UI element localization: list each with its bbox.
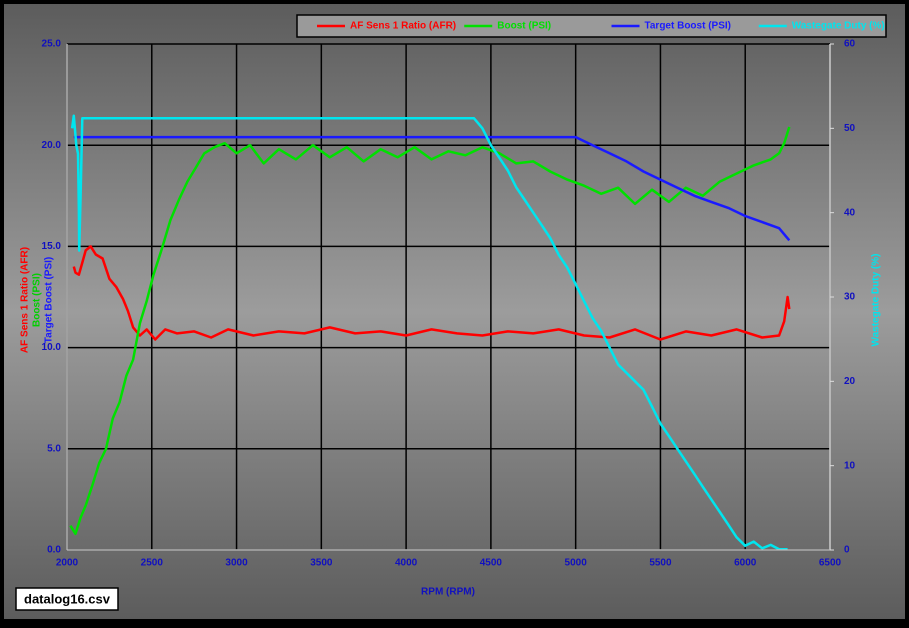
y-axis-title-line: AF Sens 1 Ratio (AFR) xyxy=(20,247,31,353)
x-axis-title: RPM (RPM) xyxy=(421,587,475,598)
y2-tick-label: 0 xyxy=(844,545,850,556)
y-axis-title-line: Target Boost (PSI) xyxy=(44,257,55,343)
x-tick-label: 3500 xyxy=(310,558,333,569)
y-axis-title-line: Boost (PSI) xyxy=(32,273,43,327)
file-label-box xyxy=(15,587,119,611)
series-line xyxy=(72,245,791,341)
x-tick-label: 6500 xyxy=(819,558,842,569)
y-tick-label: 20.0 xyxy=(42,140,62,151)
y2-tick-label: 30 xyxy=(844,292,856,303)
series-line xyxy=(73,135,791,242)
legend-label: Boost (PSI) xyxy=(497,21,551,32)
y2-tick-label: 60 xyxy=(844,39,856,50)
x-tick-label: 4500 xyxy=(480,558,503,569)
x-tick-label: 3000 xyxy=(225,558,248,569)
y-tick-label: 5.0 xyxy=(47,443,61,454)
x-tick-label: 2500 xyxy=(141,558,164,569)
y-tick-label: 25.0 xyxy=(42,39,62,50)
legend-label: Wastegate Duty (%) xyxy=(792,21,885,32)
y2-tick-label: 40 xyxy=(844,207,856,218)
y2-axis-title: Wastegate Duty (%) xyxy=(871,254,882,347)
x-tick-label: 5000 xyxy=(565,558,588,569)
legend-label: Target Boost (PSI) xyxy=(645,21,731,32)
y-tick-label: 15.0 xyxy=(42,241,62,252)
y-axis-title: AF Sens 1 Ratio (AFR) Boost (PSI) Target… xyxy=(20,247,55,353)
y2-tick-label: 20 xyxy=(844,376,856,387)
legend: AF Sens 1 Ratio (AFR) Boost (PSI) Target B… xyxy=(317,21,885,32)
y2-tick-label: 50 xyxy=(844,123,856,134)
x-tick-label: 2000 xyxy=(56,558,79,569)
y-tick-label: 10.0 xyxy=(42,342,62,353)
series-line xyxy=(70,114,788,551)
lines xyxy=(69,114,791,551)
x-tick-label: 6000 xyxy=(734,558,757,569)
legend-label: AF Sens 1 Ratio (AFR) xyxy=(350,21,456,32)
legend-box xyxy=(296,14,887,38)
series-line xyxy=(69,126,791,536)
y-tick-label: 0.0 xyxy=(47,545,61,556)
x-tick-label: 5500 xyxy=(649,558,672,569)
y2-tick-label: 10 xyxy=(844,460,856,471)
x-tick-label: 4000 xyxy=(395,558,418,569)
file-label: datalog16.csv xyxy=(24,591,111,606)
axes: 2000 2500 3000 3500 4000 4500 5000 5500 6000 6500… xyxy=(42,39,856,569)
